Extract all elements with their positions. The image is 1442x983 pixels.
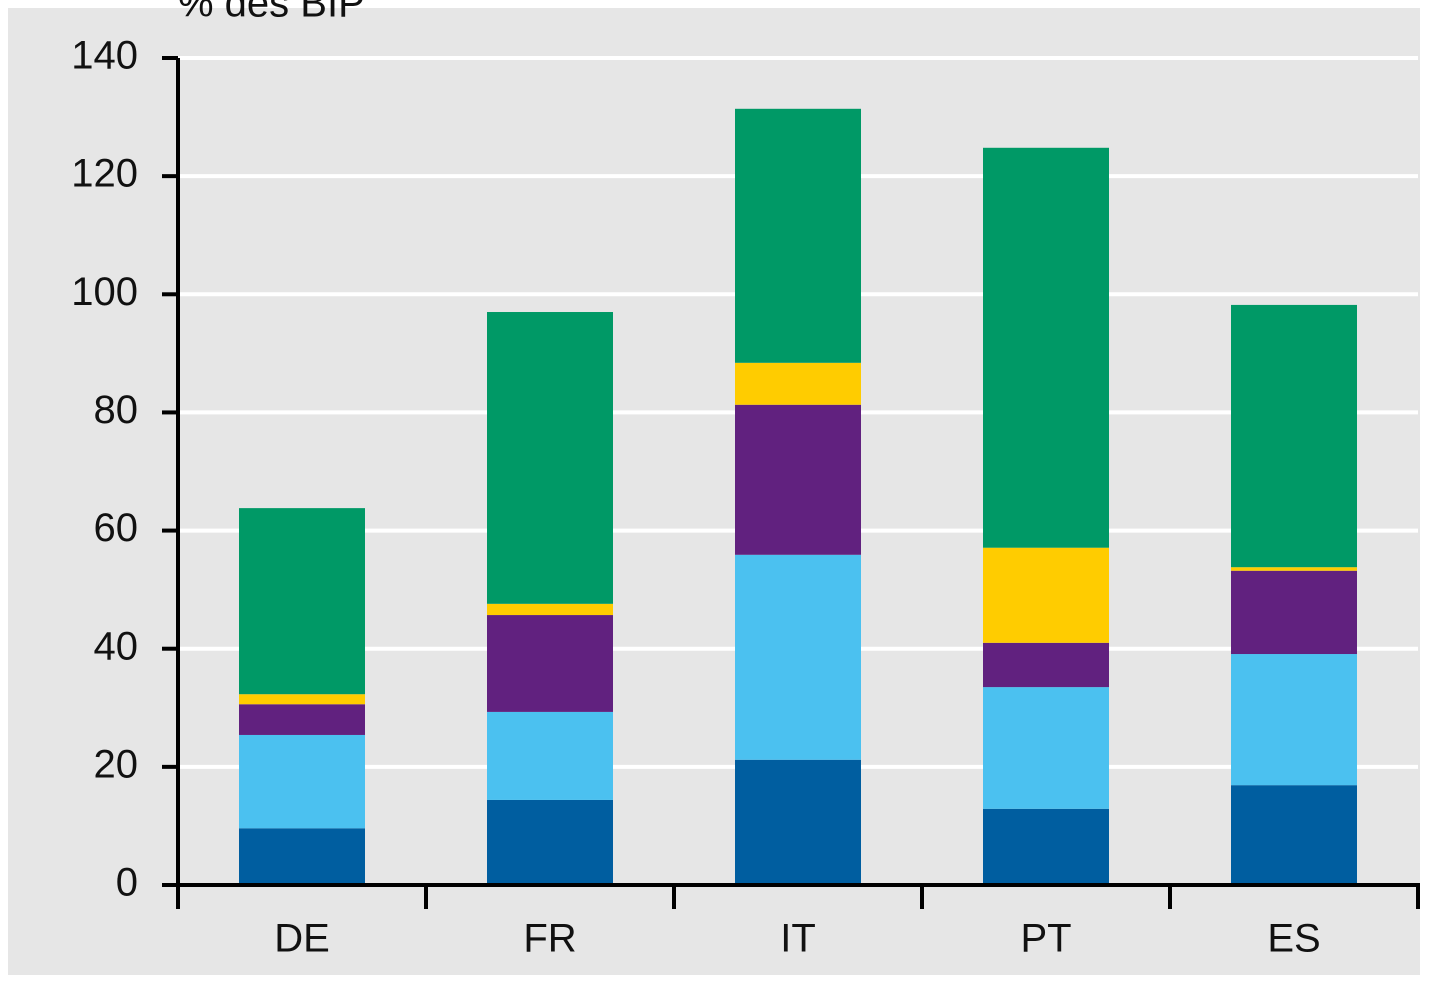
y-tick-label: 0 — [116, 861, 138, 905]
bar-segment — [239, 694, 365, 705]
bar-segment — [239, 508, 365, 695]
y-tick-label: 60 — [94, 506, 139, 550]
bar-segment — [983, 642, 1109, 688]
bar-segment — [735, 404, 861, 555]
plot-background — [8, 8, 1420, 975]
bar-segment — [1231, 785, 1357, 885]
bar-segment — [487, 711, 613, 800]
bar-segment — [1231, 654, 1357, 786]
bar-segment — [983, 547, 1109, 643]
y-tick-label: 100 — [71, 270, 138, 314]
y-tick-label: 120 — [71, 152, 138, 196]
bar-segment — [487, 603, 613, 616]
y-tick-label: 40 — [94, 624, 139, 668]
x-tick-label: FR — [523, 917, 576, 961]
bar-segment — [1231, 570, 1357, 655]
bar-segment — [239, 704, 365, 735]
y-tick-label: 20 — [94, 742, 139, 786]
bar-segment — [487, 312, 613, 604]
y-tick-label: 140 — [71, 34, 138, 78]
bar-segment — [487, 799, 613, 885]
bar-segment — [983, 687, 1109, 809]
bar-segment — [239, 734, 365, 829]
x-tick-label: DE — [274, 917, 330, 961]
bar-segment — [735, 554, 861, 760]
bar-segment — [735, 108, 861, 363]
y-axis-label: % des BIP — [178, 0, 365, 26]
bar-segment — [983, 808, 1109, 885]
x-tick-label: IT — [780, 917, 816, 961]
x-tick-label: PT — [1020, 917, 1071, 961]
bar-segment — [487, 615, 613, 712]
bar-segment — [1231, 304, 1357, 568]
bar-segment — [735, 362, 861, 405]
bar-segment — [1231, 567, 1357, 571]
y-tick-label: 80 — [94, 388, 139, 432]
x-tick-label: ES — [1267, 917, 1320, 961]
bar-segment — [239, 828, 365, 885]
bar-segment — [735, 759, 861, 885]
bar-segment — [983, 147, 1109, 548]
